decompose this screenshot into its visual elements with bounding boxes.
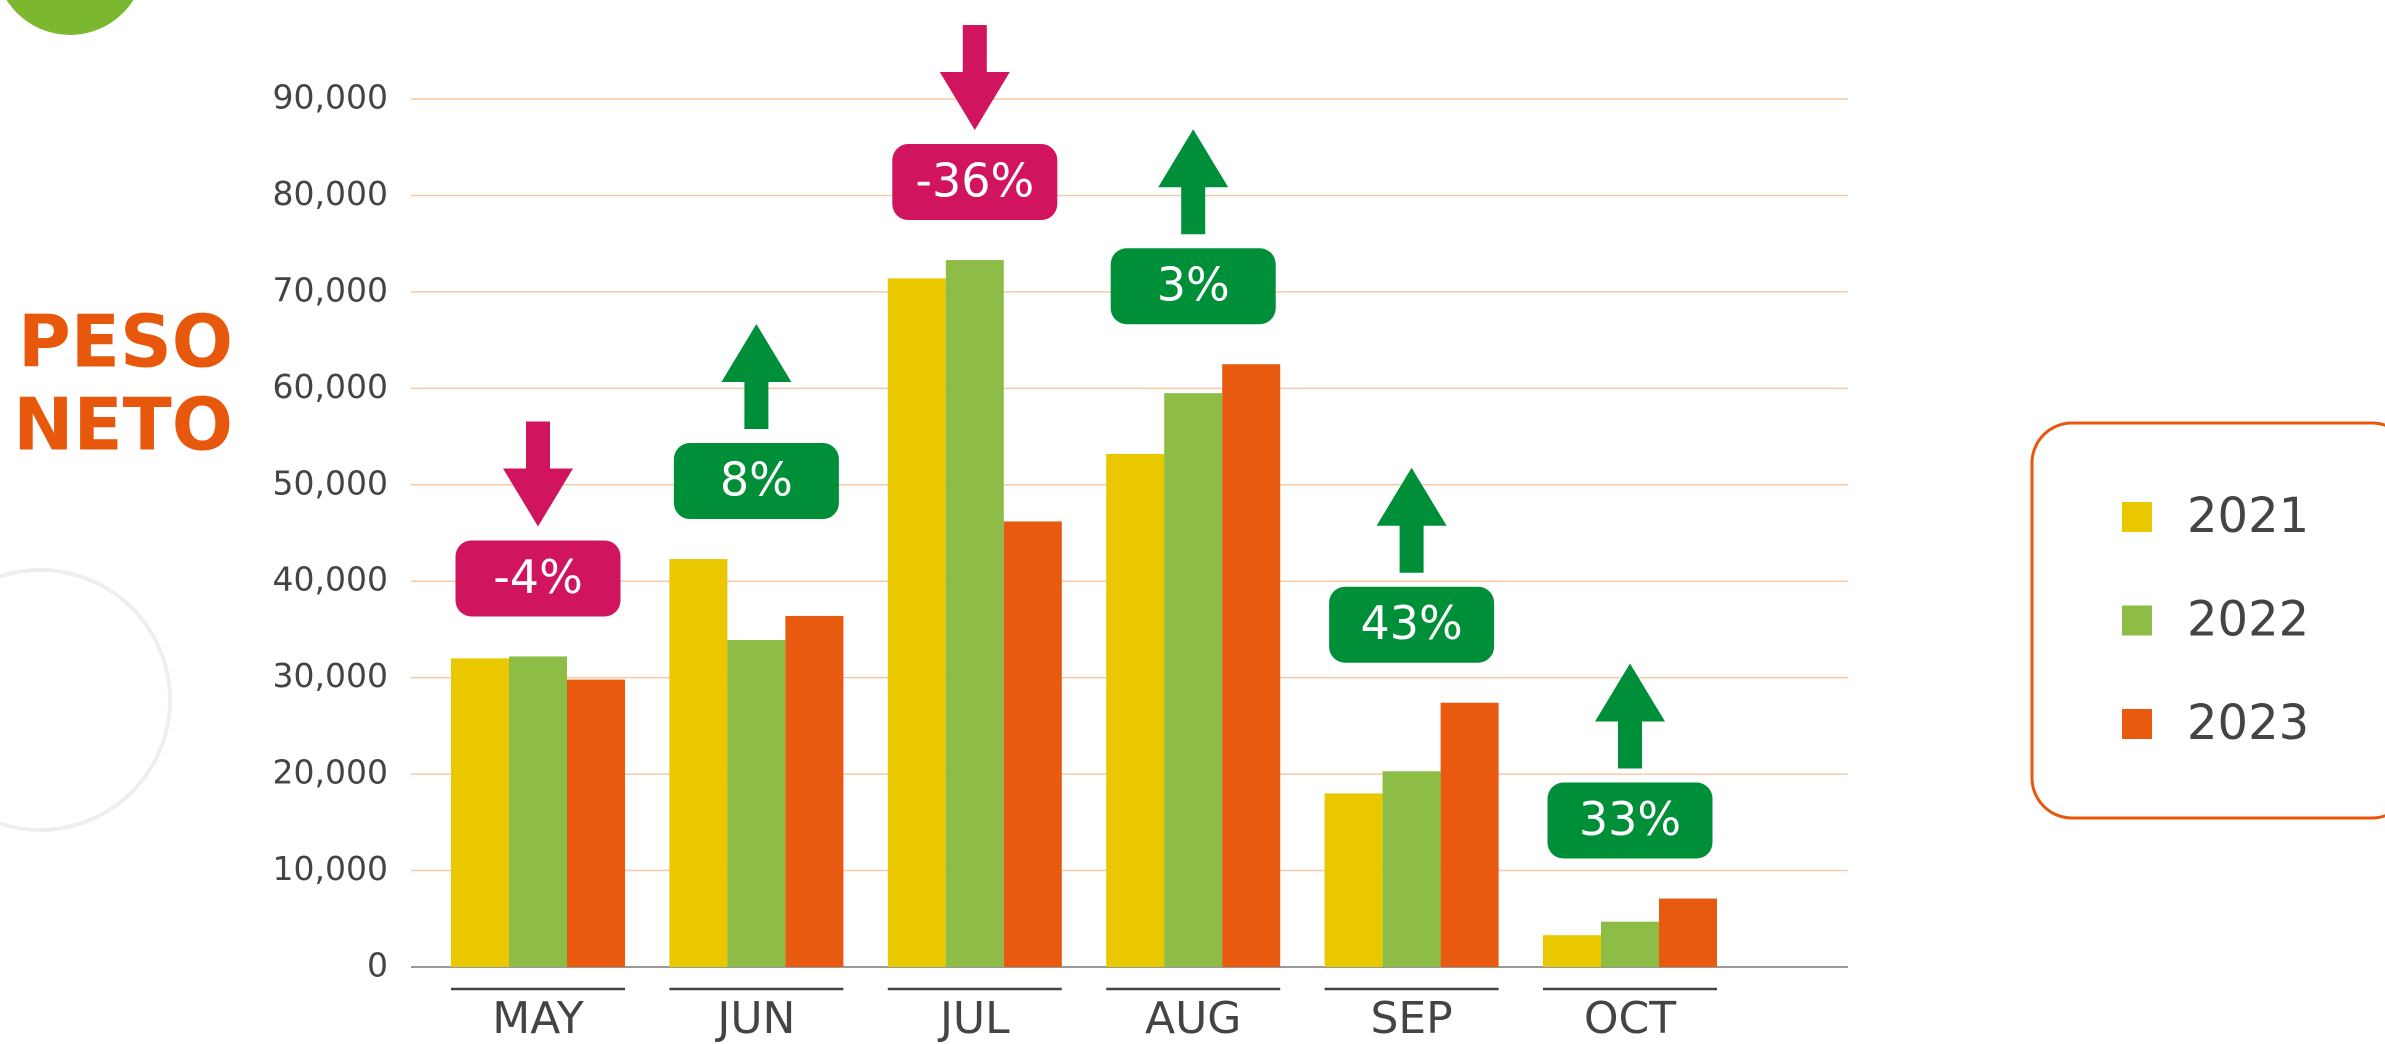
bar xyxy=(785,615,844,967)
bar xyxy=(945,260,1004,967)
decor-sketch xyxy=(0,568,172,832)
bar xyxy=(669,559,728,967)
change-label: 43% xyxy=(1360,596,1462,650)
bar xyxy=(1106,453,1165,968)
y-tick-label: 80,000 xyxy=(273,174,388,213)
legend-label: 2021 xyxy=(2187,488,2309,544)
chart-title: NETO xyxy=(13,383,233,467)
legend-swatch xyxy=(2122,709,2152,739)
y-tick-label: 0 xyxy=(367,946,388,985)
change-arrow xyxy=(1158,129,1229,235)
change-badge xyxy=(455,540,621,617)
change-arrow xyxy=(1376,467,1447,573)
change-badge xyxy=(673,443,839,520)
change-arrow xyxy=(503,421,573,527)
bar xyxy=(1164,393,1223,968)
bar xyxy=(451,658,509,967)
x-tick-label: MAY xyxy=(492,993,584,1044)
change-label: 8% xyxy=(720,453,793,507)
legend-swatch xyxy=(2122,605,2152,636)
bar xyxy=(1659,898,1717,967)
x-tick-label: AUG xyxy=(1145,993,1241,1044)
change-badge xyxy=(1329,586,1495,663)
bar xyxy=(509,656,567,967)
legend-box xyxy=(2030,421,2385,820)
bar xyxy=(1382,771,1441,967)
y-tick-label: 50,000 xyxy=(273,463,388,502)
bar xyxy=(1440,702,1499,967)
legend-label: 2022 xyxy=(2187,592,2309,648)
bar xyxy=(727,640,786,967)
change-label: 33% xyxy=(1579,792,1681,846)
change-arrow xyxy=(939,25,1010,131)
y-tick-label: 20,000 xyxy=(273,753,388,792)
x-tick-label: SEP xyxy=(1370,993,1452,1044)
bar xyxy=(887,278,946,967)
x-tick-label: OCT xyxy=(1584,993,1676,1044)
y-tick-label: 60,000 xyxy=(273,367,388,406)
y-tick-label: 90,000 xyxy=(273,78,388,117)
chart-title: PESO xyxy=(18,300,233,384)
bar xyxy=(1003,521,1062,967)
bar xyxy=(1222,364,1281,967)
x-tick-label: JUL xyxy=(937,993,1010,1044)
change-label: -4% xyxy=(493,550,583,604)
y-tick-label: 30,000 xyxy=(273,656,388,695)
y-tick-label: 70,000 xyxy=(273,270,388,309)
x-tick-label: JUN xyxy=(714,993,795,1044)
change-badge xyxy=(1110,248,1276,325)
bar xyxy=(1543,935,1601,967)
y-tick-label: 40,000 xyxy=(273,560,388,599)
legend-label: 2023 xyxy=(2187,695,2309,751)
bar xyxy=(567,679,625,967)
bar xyxy=(1601,921,1659,967)
bar xyxy=(1324,793,1383,967)
change-label: -36% xyxy=(915,154,1034,208)
legend-swatch xyxy=(2122,502,2152,532)
change-arrow xyxy=(1595,663,1665,769)
y-tick-label: 10,000 xyxy=(273,849,388,888)
change-badge xyxy=(1547,782,1713,859)
change-badge xyxy=(892,144,1058,221)
decor-lime xyxy=(6,0,134,35)
change-label: 3% xyxy=(1157,258,1230,312)
change-arrow xyxy=(721,324,792,430)
